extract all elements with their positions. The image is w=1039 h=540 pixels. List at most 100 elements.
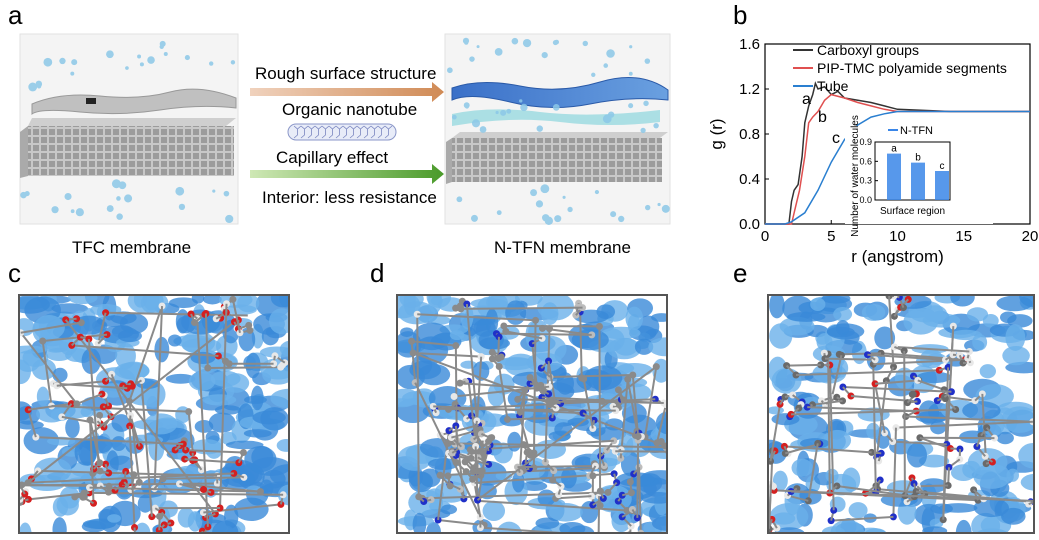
water-density — [237, 296, 260, 313]
panel-letter-d: d — [370, 258, 385, 288]
water-density — [46, 341, 73, 353]
water-density — [833, 307, 853, 322]
bond — [28, 491, 90, 501]
atom — [589, 424, 597, 432]
water-droplet — [51, 206, 59, 214]
panel-e-image — [767, 294, 1035, 534]
atom — [587, 492, 595, 500]
interior-resistance-label: Interior: less resistance — [262, 188, 437, 207]
atom — [137, 533, 144, 535]
water-droplet — [59, 57, 66, 65]
water-droplet — [582, 40, 588, 47]
water-density — [482, 500, 506, 522]
water-droplet — [495, 110, 499, 115]
atom — [541, 458, 549, 466]
water-density — [950, 464, 976, 481]
bond — [873, 358, 966, 366]
nanotube-hex — [367, 125, 372, 130]
water-droplet — [536, 125, 543, 132]
atom — [612, 407, 620, 415]
water-droplet — [657, 202, 661, 207]
water-density — [270, 296, 288, 308]
water-droplet — [645, 204, 651, 211]
atom — [628, 533, 635, 535]
nanotube-hex — [304, 125, 309, 130]
water-droplet — [70, 209, 75, 214]
atom — [946, 445, 954, 453]
water-droplet — [603, 63, 609, 68]
bond — [874, 379, 919, 385]
water-density — [470, 298, 508, 309]
water-droplet — [20, 191, 27, 199]
water-density — [979, 364, 996, 379]
bond — [632, 533, 641, 534]
bond — [828, 365, 835, 511]
water-density — [774, 527, 805, 532]
atom — [176, 480, 184, 488]
nanotube-hex — [339, 125, 344, 130]
water-density — [769, 406, 784, 415]
water-droplet — [476, 45, 480, 49]
bond — [56, 380, 106, 387]
ntfn-caption: N-TFN membrane — [494, 238, 631, 257]
water-density — [109, 455, 134, 471]
water-droplet — [567, 206, 573, 213]
water-droplet — [653, 122, 659, 129]
water-density — [534, 439, 567, 459]
atom — [409, 349, 417, 357]
bond — [440, 424, 479, 437]
water-density — [521, 481, 548, 492]
bond — [27, 321, 236, 484]
water-density — [251, 457, 288, 477]
water-droplet — [663, 207, 668, 212]
organic-nanotube-label: Organic nanotube — [282, 100, 418, 119]
atom — [598, 531, 600, 532]
water-density — [154, 336, 170, 363]
water-droplet — [479, 126, 487, 133]
nanotube-hex — [307, 125, 312, 139]
water-density — [225, 440, 264, 450]
panel-letter-b: b — [733, 0, 748, 30]
nanotube-hex — [325, 125, 330, 130]
water-density — [137, 494, 153, 513]
water-density — [411, 354, 433, 376]
bond — [140, 380, 153, 517]
nanotube-hex — [332, 125, 337, 130]
atom — [216, 504, 224, 512]
bond — [919, 436, 951, 450]
bond — [598, 326, 602, 506]
panel-letter-e: e — [733, 258, 748, 288]
bond — [128, 425, 136, 528]
water-density — [810, 297, 826, 311]
water-density — [449, 330, 465, 341]
atom — [935, 366, 943, 374]
water-density — [485, 308, 499, 335]
water-droplet — [606, 49, 615, 58]
atom — [488, 348, 496, 356]
atom — [956, 445, 964, 453]
water-density — [111, 436, 126, 452]
water-density — [874, 326, 896, 350]
bond — [549, 374, 633, 379]
bond — [795, 369, 940, 377]
nanotube-hex — [374, 125, 379, 130]
water-density — [648, 337, 666, 357]
water-density — [20, 522, 32, 532]
nanotube-hex — [388, 125, 393, 130]
atom — [787, 410, 795, 418]
atom — [495, 362, 503, 370]
water-droplet — [71, 59, 78, 66]
water-droplet — [541, 51, 548, 59]
water-droplet — [28, 82, 38, 92]
water-density — [973, 463, 1011, 489]
water-density — [996, 431, 1014, 445]
atom — [198, 527, 206, 532]
nanotube-hex — [321, 125, 326, 139]
water-droplet — [554, 215, 562, 223]
water-density — [496, 521, 522, 532]
atom — [436, 471, 444, 479]
bond — [917, 379, 945, 391]
nanotube-hex — [314, 125, 319, 139]
water-density — [996, 296, 1033, 312]
atom — [73, 315, 81, 323]
